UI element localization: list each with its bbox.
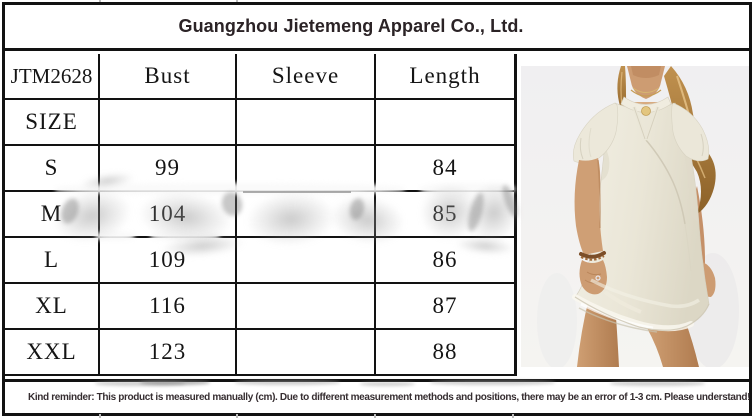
empty-cell [100,100,237,146]
product-photo-cell [517,54,749,379]
row-s-size: S [5,146,100,192]
col-header-length: Length [376,54,514,100]
row-l-length: 86 [376,238,514,284]
row-m-length: 85 [376,192,514,238]
row-l-bust: 109 [100,238,237,284]
ring [595,275,601,281]
row-s-bust: 99 [100,146,237,192]
row-xxl-bust: 123 [100,330,237,376]
row-xxl-size: XXL [5,330,100,376]
size-label-cell: SIZE [5,100,100,146]
row-xl-size: XL [5,284,100,330]
style-number-cell: JTM2628 [5,54,100,100]
collar-and-necklace [620,87,672,141]
row-m-size: M [5,192,100,238]
necklace-chain [630,89,662,97]
company-header-row: Guangzhou Jietemeng Apparel Co., Ltd. [5,5,749,51]
product-photo [521,66,749,367]
row-l-sleeve [237,238,376,284]
row-xl-bust: 116 [100,284,237,330]
row-s-length: 84 [376,146,514,192]
row-m-sleeve [237,192,376,238]
row-xxl-length: 88 [376,330,514,376]
kind-reminder-text: Kind reminder: This product is measured … [28,392,751,403]
row-xxl-sleeve [237,330,376,376]
row-m-bust: 104 [100,192,237,238]
size-table: JTM2628 Bust Sleeve Length SIZE S 99 84 … [5,54,517,376]
kind-reminder-row: Kind reminder: This product is measured … [5,379,751,413]
row-xl-sleeve [237,284,376,330]
empty-cell [237,100,376,146]
pendant [641,106,651,116]
col-header-bust: Bust [100,54,237,100]
row-l-size: L [5,238,100,284]
company-name: Guangzhou Jietemeng Apparel Co., Ltd. [178,16,524,36]
empty-cell [376,100,514,146]
row-xl-length: 87 [376,284,514,330]
row-s-sleeve [237,146,376,192]
dress-satin-hem [572,278,710,333]
bead-bracelet [579,251,606,259]
col-header-sleeve: Sleeve [237,54,376,100]
